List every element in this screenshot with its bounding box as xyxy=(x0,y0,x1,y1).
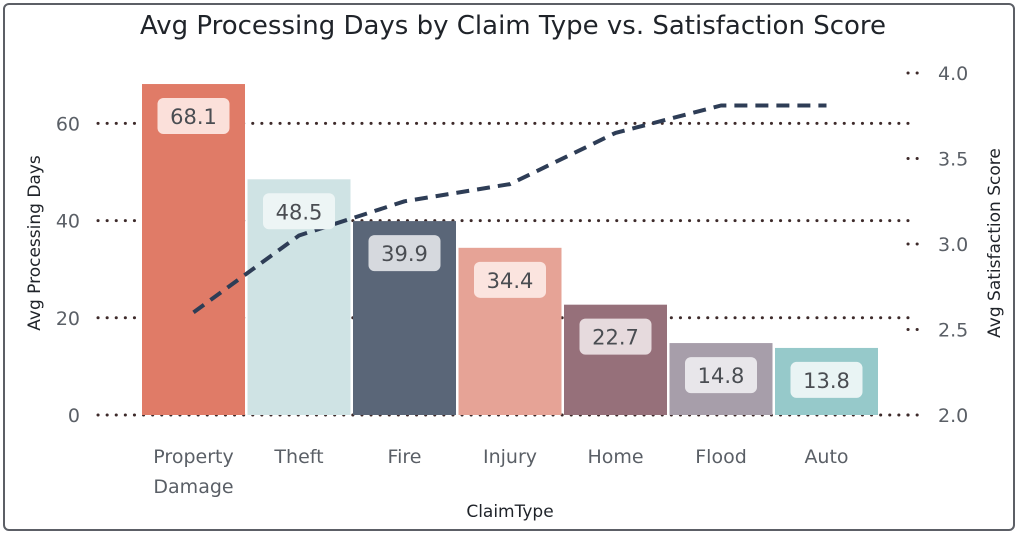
y-right-tick-label: 4.0 xyxy=(938,63,968,85)
y-left-tick-label: 60 xyxy=(56,113,80,135)
y-right-tick-label: 2.0 xyxy=(938,405,968,427)
category-label: Property xyxy=(153,446,233,468)
data-label: 48.5 xyxy=(276,200,323,224)
data-label: 34.4 xyxy=(487,269,534,293)
y-left-tick-label: 20 xyxy=(56,308,80,330)
data-labels: 68.1 48.5 39.9 34.4 22.7 14.8 13.8 xyxy=(157,98,863,398)
data-label: 39.9 xyxy=(381,242,428,266)
bar xyxy=(142,84,245,415)
category-label: Fire xyxy=(388,446,422,468)
y-axis-right-title: Avg Satisfaction Score xyxy=(985,148,1005,338)
chart-title: Avg Processing Days by Claim Type vs. Sa… xyxy=(140,11,886,41)
category-label: Injury xyxy=(483,446,537,468)
category-label: Auto xyxy=(804,446,848,468)
category-label: Home xyxy=(587,446,643,468)
data-label-box xyxy=(474,261,546,298)
y-left-tick-label: 40 xyxy=(56,211,80,233)
data-label-box xyxy=(579,318,652,355)
data-label-box xyxy=(263,193,335,230)
y-left-tick-label: 0 xyxy=(68,405,80,427)
y-right-tick-label: 2.5 xyxy=(938,320,968,342)
y-right-tick-label: 3.5 xyxy=(938,149,968,171)
data-label-box xyxy=(157,98,230,135)
data-label-box xyxy=(790,361,863,398)
x-axis-categories: Property Damage Theft Fire Injury Home Flood Au… xyxy=(153,446,848,498)
category-label: Flood xyxy=(695,446,747,468)
satisfaction-line-path xyxy=(192,103,827,315)
y-right-tick-label: 3.0 xyxy=(938,234,968,256)
bars xyxy=(142,84,878,415)
data-label: 13.8 xyxy=(803,369,850,393)
data-label: 68.1 xyxy=(170,105,217,129)
data-label-box xyxy=(368,235,441,272)
y-axis-right-ticks: 2.0 2.5 3.0 3.5 4.0 xyxy=(938,63,968,427)
category-label: Theft xyxy=(273,446,323,468)
satisfaction-line xyxy=(192,103,827,315)
x-axis-title: ClaimType xyxy=(466,502,553,522)
data-label: 22.7 xyxy=(592,326,639,350)
category-label: Damage xyxy=(153,476,233,498)
y-axis-left-ticks: 0 20 40 60 xyxy=(56,113,80,427)
data-label: 14.8 xyxy=(698,364,745,388)
y-axis-left-title: Avg Processing Days xyxy=(25,155,45,331)
data-label-box xyxy=(685,357,757,394)
